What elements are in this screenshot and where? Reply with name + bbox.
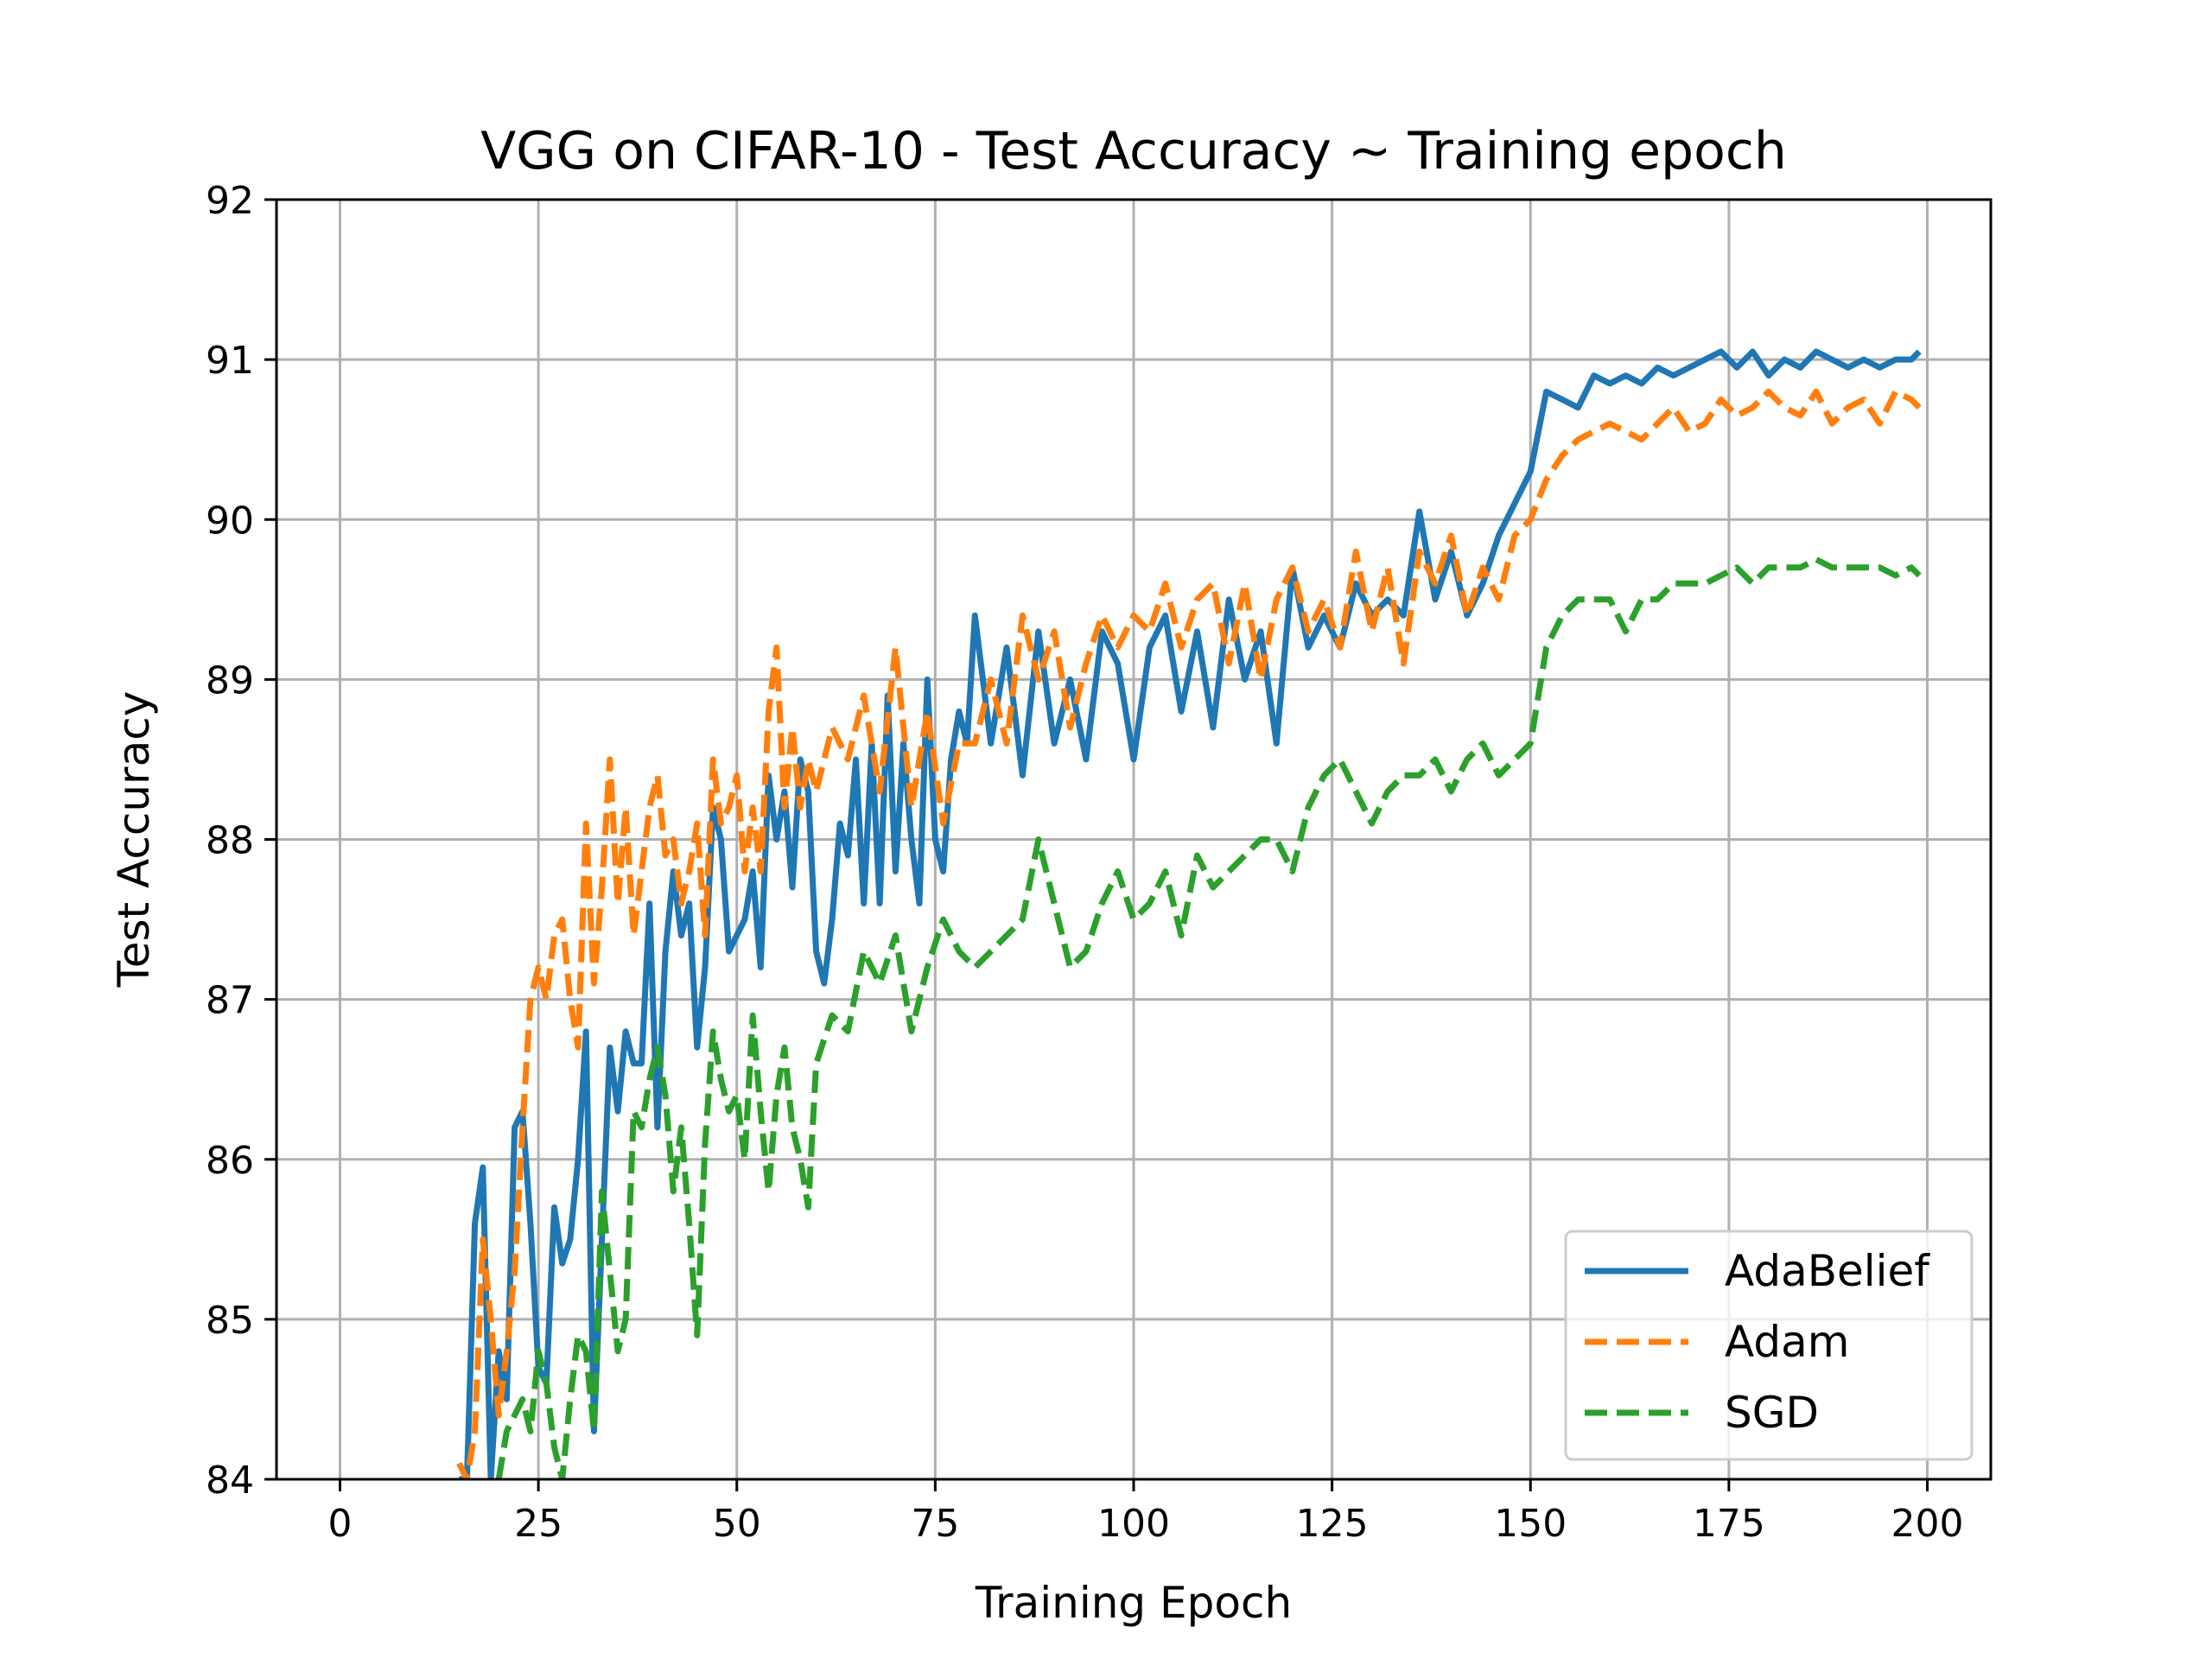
x-tick-label: 150	[1494, 1502, 1567, 1546]
x-tick-label: 125	[1296, 1502, 1369, 1546]
x-tick-label: 0	[327, 1502, 352, 1546]
x-tick-label: 200	[1891, 1502, 1964, 1546]
y-axis-title: Test Accuracy	[109, 691, 159, 988]
y-tick-label: 92	[206, 179, 254, 223]
x-axis-title: Training Epoch	[975, 1578, 1292, 1628]
x-tick-label: 75	[911, 1502, 959, 1546]
y-axis: 84 85 86 87 88 89 90 91 92	[206, 179, 276, 1503]
legend-label-adabelief: AdaBelief	[1725, 1246, 1930, 1296]
series-layer	[456, 348, 1922, 1479]
y-tick-label: 89	[206, 658, 254, 702]
legend-box	[1564, 1230, 1974, 1461]
legend-label-adam: Adam	[1725, 1317, 1849, 1367]
y-tick-label: 84	[206, 1459, 254, 1503]
y-tick-label: 85	[206, 1299, 254, 1343]
chart-title: VGG on CIFAR-10 - Test Accuracy ~ Traini…	[480, 121, 1787, 181]
y-tick-label: 88	[206, 819, 254, 863]
x-tick-label: 100	[1097, 1502, 1170, 1546]
y-tick-label: 90	[206, 499, 254, 543]
legend: AdaBelief Adam SGD	[1564, 1230, 1974, 1461]
series-line-adam	[456, 388, 1922, 1479]
legend-label-sgd: SGD	[1725, 1388, 1819, 1438]
series-line-sgd	[495, 556, 1922, 1479]
x-tick-label: 50	[713, 1502, 761, 1546]
y-tick-label: 91	[206, 339, 254, 383]
x-axis: 0 25 50 75 100 125 150 175 200	[327, 1479, 1964, 1546]
series-line-adabelief	[459, 348, 1922, 1479]
y-tick-label: 87	[206, 979, 254, 1023]
y-tick-label: 86	[206, 1139, 254, 1183]
x-tick-label: 25	[514, 1502, 563, 1546]
x-tick-label: 175	[1693, 1502, 1765, 1546]
